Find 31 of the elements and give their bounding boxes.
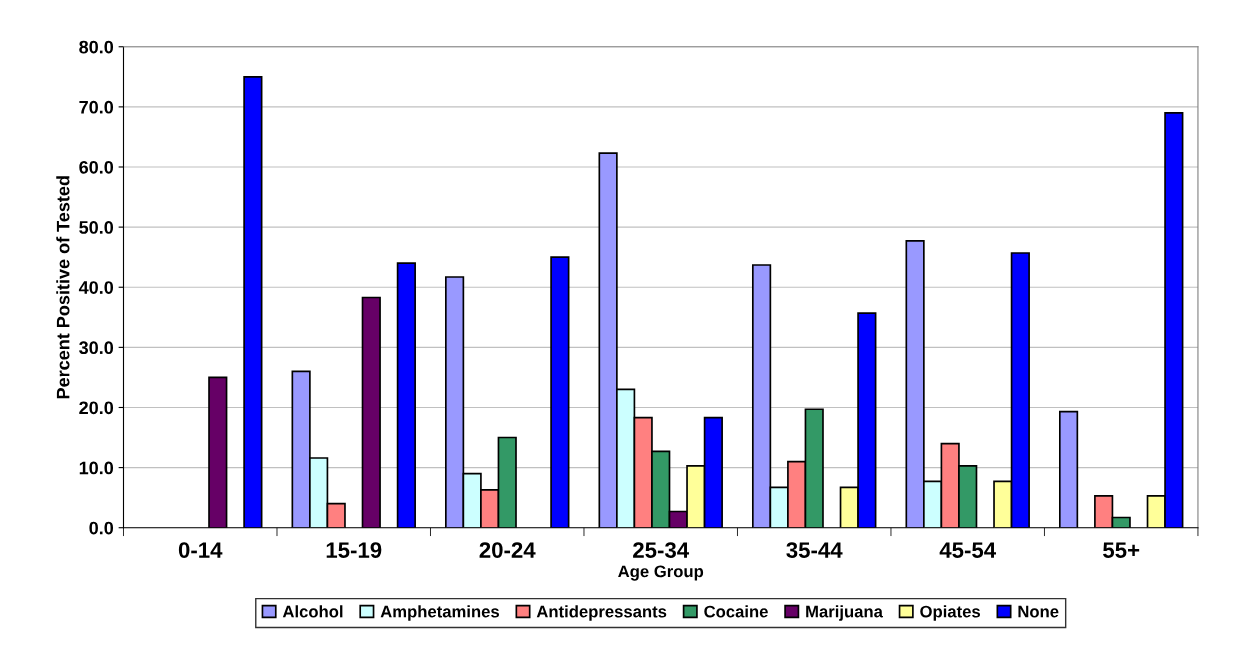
legend-label: Amphetamines bbox=[380, 605, 499, 621]
legend-label: Alcohol bbox=[282, 605, 343, 618]
y-tick-label: 80.0 bbox=[79, 40, 114, 54]
legend-label: Marijuana bbox=[806, 605, 883, 621]
bar bbox=[208, 376, 228, 528]
y-tick-label: 10.0 bbox=[79, 461, 114, 475]
legend-label: None bbox=[1018, 605, 1059, 618]
x-tick-label: 35-44 bbox=[786, 542, 843, 558]
y-tick-label: 20.0 bbox=[79, 401, 114, 415]
y-tick-label: 30.0 bbox=[79, 341, 114, 355]
y-tick-label: 40.0 bbox=[78, 281, 114, 294]
legend-label: Antidepressants bbox=[536, 605, 667, 621]
bar bbox=[361, 296, 381, 528]
bar bbox=[550, 256, 570, 528]
y-axis-title: Percent Positive of Tested bbox=[56, 176, 70, 399]
x-axis-title: Age Group bbox=[618, 565, 704, 581]
bar bbox=[243, 75, 263, 528]
legend-label: Opiates bbox=[920, 605, 980, 621]
x-tick-label: 45-54 bbox=[939, 542, 997, 558]
x-tick-label: 0-14 bbox=[178, 542, 223, 558]
x-tick-label: 25-34 bbox=[633, 542, 690, 558]
y-tick-label: 0.0 bbox=[89, 521, 114, 535]
x-tick-label: 55+ bbox=[1103, 542, 1140, 558]
legend-label: Cocaine bbox=[704, 605, 768, 618]
x-tick-label: 15-19 bbox=[326, 542, 382, 558]
bar bbox=[1058, 410, 1079, 528]
x-tick-label: 20-24 bbox=[479, 542, 536, 558]
y-tick-label: 60.0 bbox=[79, 160, 114, 174]
y-tick-label: 50.0 bbox=[79, 221, 114, 234]
y-tick-label: 70.0 bbox=[79, 100, 114, 114]
bar bbox=[396, 262, 416, 528]
